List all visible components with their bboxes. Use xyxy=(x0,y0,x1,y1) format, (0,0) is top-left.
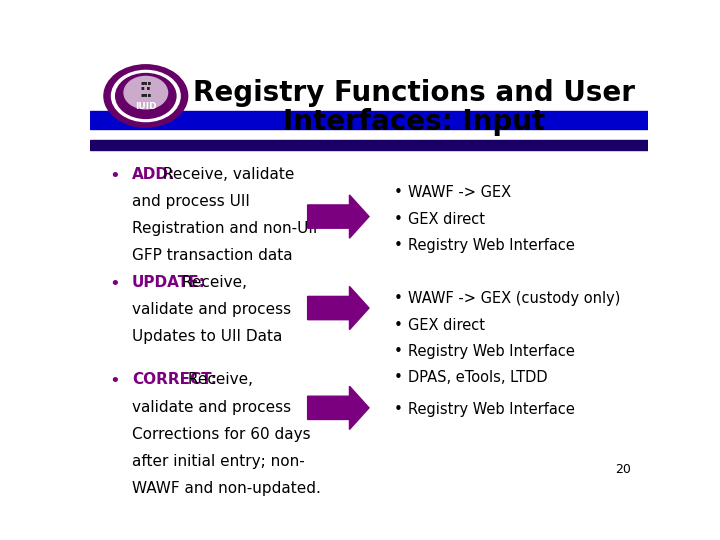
Text: WAWF -> GEX: WAWF -> GEX xyxy=(408,185,511,200)
Text: •: • xyxy=(394,212,403,227)
Text: Registry Web Interface: Registry Web Interface xyxy=(408,402,575,416)
Circle shape xyxy=(124,77,168,109)
Text: Corrections for 60 days: Corrections for 60 days xyxy=(132,427,310,442)
Text: •: • xyxy=(394,370,403,385)
Text: Registry Web Interface: Registry Web Interface xyxy=(408,238,575,253)
Text: validate and process: validate and process xyxy=(132,400,291,415)
FancyArrow shape xyxy=(307,195,369,238)
Text: CORRECT:: CORRECT: xyxy=(132,373,217,388)
FancyArrow shape xyxy=(307,286,369,329)
Text: ADD:: ADD: xyxy=(132,167,175,181)
Text: GEX direct: GEX direct xyxy=(408,318,485,333)
Bar xyxy=(90,111,648,129)
Text: UPDATE:: UPDATE: xyxy=(132,275,206,290)
Text: Receive,: Receive, xyxy=(183,373,253,388)
Circle shape xyxy=(116,73,176,118)
Text: after initial entry; non-: after initial entry; non- xyxy=(132,454,305,469)
Text: •: • xyxy=(109,275,120,293)
Text: •: • xyxy=(109,373,120,390)
Circle shape xyxy=(104,65,188,127)
Text: Receive, validate: Receive, validate xyxy=(158,167,294,181)
Text: IUID: IUID xyxy=(135,102,157,111)
Text: Registry Web Interface: Registry Web Interface xyxy=(408,344,575,359)
Text: •: • xyxy=(394,292,403,306)
Text: •: • xyxy=(394,318,403,333)
Text: GFP transaction data: GFP transaction data xyxy=(132,248,292,263)
Text: Registration and non-UII: Registration and non-UII xyxy=(132,221,318,236)
Text: 20: 20 xyxy=(616,463,631,476)
Text: Updates to UII Data: Updates to UII Data xyxy=(132,329,282,344)
Bar xyxy=(90,140,648,150)
Text: Registry Functions and User: Registry Functions and User xyxy=(193,79,634,107)
Text: WAWF and non-updated.: WAWF and non-updated. xyxy=(132,481,320,496)
Text: •: • xyxy=(109,167,120,185)
Text: •: • xyxy=(394,344,403,359)
Text: Receive,: Receive, xyxy=(177,275,247,290)
Text: GEX direct: GEX direct xyxy=(408,212,485,227)
Text: validate and process: validate and process xyxy=(132,302,291,317)
FancyArrow shape xyxy=(307,386,369,429)
Circle shape xyxy=(112,70,180,122)
Text: WAWF -> GEX (custody only): WAWF -> GEX (custody only) xyxy=(408,292,621,306)
Text: •: • xyxy=(394,402,403,416)
Text: and process UII: and process UII xyxy=(132,194,250,208)
Text: •: • xyxy=(394,185,403,200)
Text: DPAS, eTools, LTDD: DPAS, eTools, LTDD xyxy=(408,370,548,385)
Text: •: • xyxy=(394,238,403,253)
Bar xyxy=(90,65,648,111)
Text: Interfaces: Input: Interfaces: Input xyxy=(282,109,545,137)
Text: ▪▪▪
▪ ▪
▪▪▪: ▪▪▪ ▪ ▪ ▪▪▪ xyxy=(140,80,151,97)
